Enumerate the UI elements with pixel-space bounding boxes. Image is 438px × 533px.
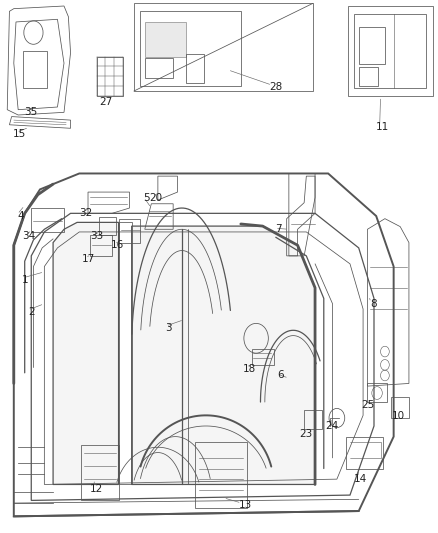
Text: 6: 6 bbox=[277, 370, 283, 381]
Text: 28: 28 bbox=[269, 82, 283, 92]
Text: 17: 17 bbox=[81, 254, 95, 263]
Text: 12: 12 bbox=[90, 484, 103, 494]
Text: 25: 25 bbox=[361, 400, 374, 410]
Text: 18: 18 bbox=[243, 364, 256, 374]
Text: 32: 32 bbox=[80, 208, 93, 219]
Bar bbox=[186, 54, 204, 83]
Text: 15: 15 bbox=[13, 128, 26, 139]
Text: 4: 4 bbox=[17, 211, 24, 221]
Bar bbox=[359, 67, 378, 86]
Text: 10: 10 bbox=[392, 411, 405, 422]
Text: 14: 14 bbox=[354, 474, 367, 484]
Text: 1: 1 bbox=[21, 275, 28, 285]
Bar bbox=[145, 58, 173, 78]
Bar bbox=[22, 51, 46, 88]
Polygon shape bbox=[53, 222, 119, 484]
Text: 23: 23 bbox=[300, 429, 313, 439]
Text: 8: 8 bbox=[371, 298, 377, 309]
Text: 16: 16 bbox=[111, 240, 124, 250]
Text: 34: 34 bbox=[22, 231, 36, 241]
Text: 27: 27 bbox=[99, 96, 112, 107]
Text: 35: 35 bbox=[25, 107, 38, 117]
Bar bbox=[359, 27, 385, 64]
Text: 7: 7 bbox=[275, 224, 281, 235]
Text: 5: 5 bbox=[144, 193, 150, 204]
Text: 24: 24 bbox=[325, 421, 338, 431]
Bar bbox=[97, 56, 123, 96]
Text: 13: 13 bbox=[239, 499, 252, 510]
Text: 3: 3 bbox=[166, 322, 172, 333]
Text: 20: 20 bbox=[149, 193, 162, 204]
Text: 11: 11 bbox=[376, 122, 389, 132]
Bar bbox=[145, 22, 186, 56]
Text: 33: 33 bbox=[90, 231, 103, 241]
Polygon shape bbox=[132, 226, 315, 484]
Text: 2: 2 bbox=[28, 306, 35, 317]
